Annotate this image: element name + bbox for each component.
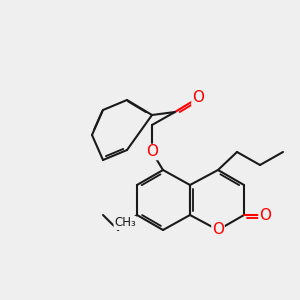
Text: O: O — [259, 208, 271, 223]
Text: O: O — [146, 145, 158, 160]
Text: O: O — [192, 91, 204, 106]
Text: CH₃: CH₃ — [114, 217, 136, 230]
Text: O: O — [212, 223, 224, 238]
